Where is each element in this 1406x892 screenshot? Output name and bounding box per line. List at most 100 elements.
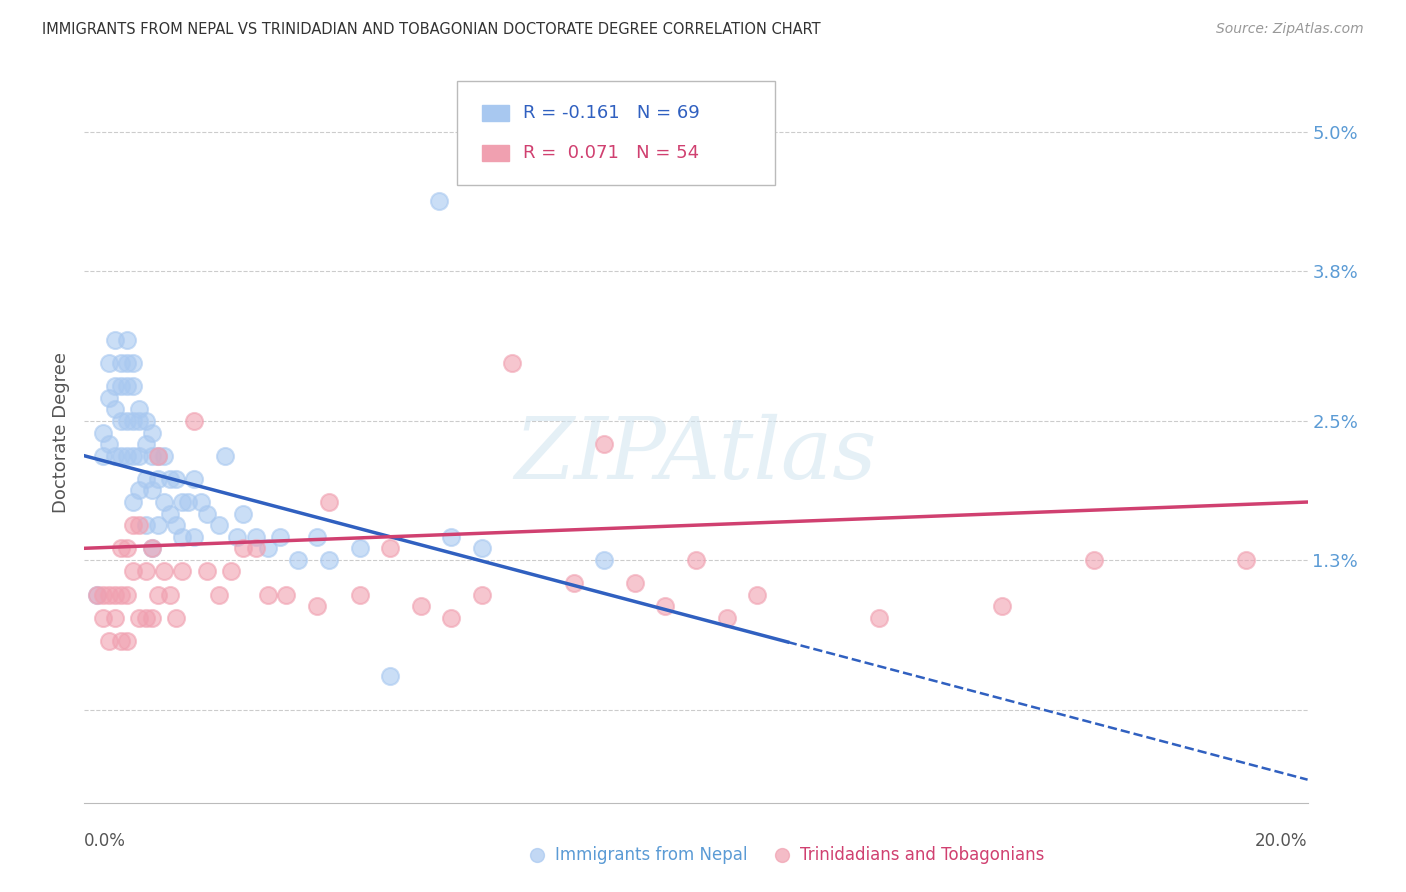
Point bbox=[97, 437, 120, 451]
Point bbox=[380, 541, 402, 556]
Point bbox=[115, 379, 138, 393]
Point bbox=[159, 472, 181, 486]
Point bbox=[104, 449, 127, 463]
Point bbox=[869, 610, 891, 624]
Point bbox=[232, 507, 254, 521]
Point bbox=[97, 588, 120, 602]
Point bbox=[219, 565, 242, 579]
Point bbox=[349, 588, 371, 602]
Point bbox=[146, 472, 169, 486]
Point bbox=[195, 565, 218, 579]
Point bbox=[177, 495, 200, 509]
Point bbox=[226, 530, 249, 544]
Point bbox=[115, 633, 138, 648]
Point bbox=[269, 530, 291, 544]
Point bbox=[991, 599, 1014, 614]
Point bbox=[91, 425, 114, 440]
Text: 0.0%: 0.0% bbox=[84, 832, 127, 850]
Point bbox=[122, 379, 145, 393]
Point bbox=[305, 599, 328, 614]
Text: ZIPAtlas: ZIPAtlas bbox=[515, 414, 877, 496]
Point bbox=[716, 610, 738, 624]
Point bbox=[471, 541, 494, 556]
Point bbox=[747, 588, 769, 602]
Point bbox=[128, 414, 150, 428]
Point bbox=[624, 576, 647, 591]
Point bbox=[257, 588, 280, 602]
Bar bbox=[482, 104, 509, 121]
Point bbox=[141, 425, 163, 440]
Point bbox=[183, 472, 205, 486]
Point bbox=[128, 610, 150, 624]
Point bbox=[349, 541, 371, 556]
Point bbox=[104, 610, 127, 624]
Y-axis label: Doctorate Degree: Doctorate Degree bbox=[52, 352, 70, 513]
Point bbox=[91, 610, 114, 624]
Text: R =  0.071   N = 54: R = 0.071 N = 54 bbox=[523, 144, 700, 161]
Point bbox=[110, 633, 132, 648]
Point bbox=[110, 588, 132, 602]
Point bbox=[427, 194, 450, 209]
Point bbox=[380, 668, 402, 682]
Point bbox=[110, 379, 132, 393]
Point bbox=[287, 553, 309, 567]
Point bbox=[110, 414, 132, 428]
Point bbox=[195, 507, 218, 521]
Point bbox=[183, 414, 205, 428]
Point bbox=[183, 530, 205, 544]
Point bbox=[276, 588, 298, 602]
Point bbox=[440, 610, 463, 624]
Point bbox=[86, 588, 108, 602]
Text: Immigrants from Nepal: Immigrants from Nepal bbox=[555, 846, 748, 863]
Point bbox=[409, 599, 432, 614]
Point bbox=[146, 449, 169, 463]
Point bbox=[1083, 553, 1105, 567]
Point bbox=[141, 449, 163, 463]
Point bbox=[153, 449, 176, 463]
Point bbox=[97, 391, 120, 405]
Point bbox=[115, 414, 138, 428]
Point bbox=[502, 356, 524, 370]
Point bbox=[172, 530, 194, 544]
Text: R = -0.161   N = 69: R = -0.161 N = 69 bbox=[523, 103, 700, 122]
Point bbox=[122, 449, 145, 463]
Point bbox=[128, 483, 150, 498]
Point bbox=[115, 333, 138, 347]
Point bbox=[122, 518, 145, 533]
Point bbox=[115, 449, 138, 463]
Point bbox=[172, 565, 194, 579]
Point bbox=[104, 379, 127, 393]
Point bbox=[110, 541, 132, 556]
Point bbox=[305, 530, 328, 544]
Point bbox=[115, 588, 138, 602]
Point bbox=[153, 565, 176, 579]
Point bbox=[104, 588, 127, 602]
Point bbox=[91, 588, 114, 602]
Text: Source: ZipAtlas.com: Source: ZipAtlas.com bbox=[1216, 22, 1364, 37]
Point bbox=[172, 495, 194, 509]
Point bbox=[135, 610, 157, 624]
Point bbox=[146, 449, 169, 463]
Point bbox=[141, 541, 163, 556]
Point bbox=[232, 541, 254, 556]
Point bbox=[115, 356, 138, 370]
Point bbox=[245, 541, 267, 556]
Point bbox=[562, 576, 585, 591]
Text: 20.0%: 20.0% bbox=[1256, 832, 1308, 850]
Point bbox=[165, 610, 187, 624]
Point bbox=[91, 449, 114, 463]
Point bbox=[110, 449, 132, 463]
Point bbox=[97, 633, 120, 648]
Point bbox=[122, 356, 145, 370]
Point bbox=[110, 356, 132, 370]
Point bbox=[153, 495, 176, 509]
Point bbox=[208, 588, 231, 602]
Point bbox=[135, 472, 157, 486]
Point bbox=[141, 541, 163, 556]
Point bbox=[502, 136, 524, 151]
FancyBboxPatch shape bbox=[457, 81, 776, 185]
Text: Trinidadians and Tobagonians: Trinidadians and Tobagonians bbox=[800, 846, 1045, 863]
Point bbox=[318, 553, 340, 567]
Point bbox=[159, 507, 181, 521]
Point bbox=[165, 518, 187, 533]
